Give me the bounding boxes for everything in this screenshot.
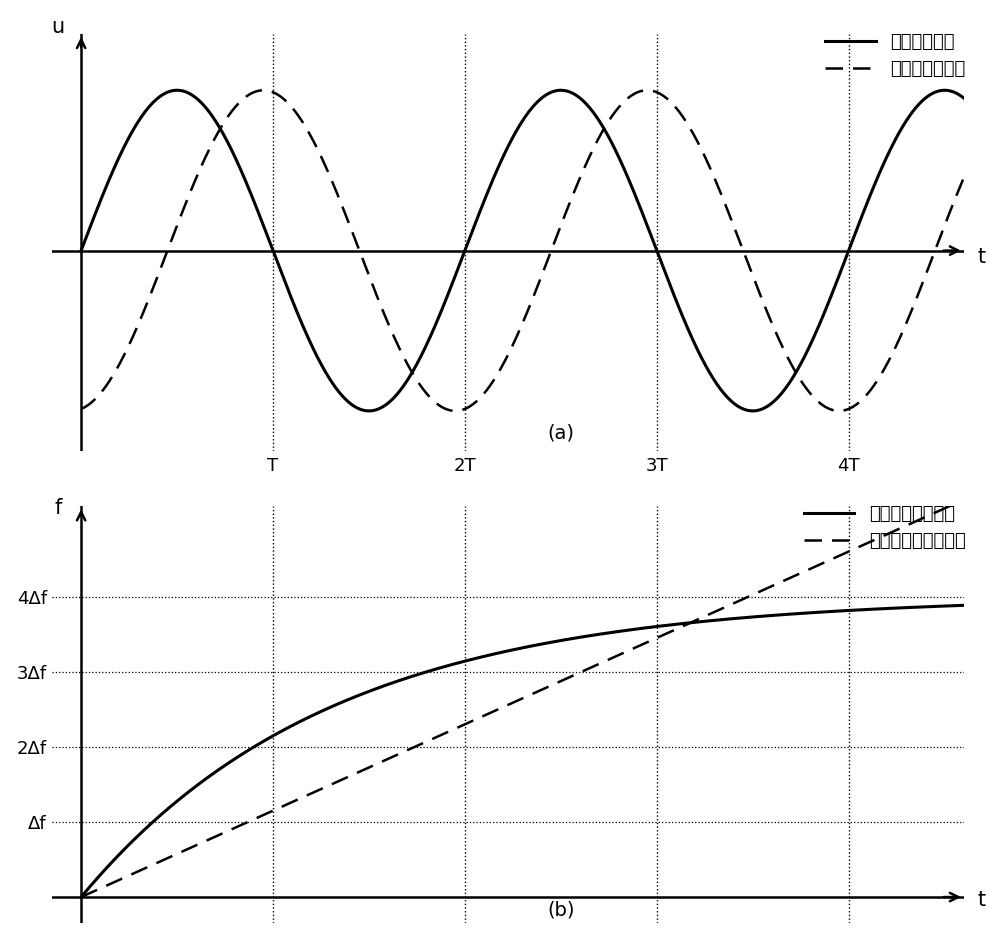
Legend: 实际扫描光源信号, 修正后扫描光源信号: 实际扫描光源信号, 修正后扫描光源信号 bbox=[797, 498, 973, 557]
Text: f: f bbox=[54, 498, 62, 518]
Text: t: t bbox=[977, 247, 985, 267]
Text: (b): (b) bbox=[547, 901, 575, 919]
Text: (a): (a) bbox=[547, 424, 574, 443]
Text: u: u bbox=[52, 17, 65, 38]
Legend: 实际拍频信号, 修正后拍频信号: 实际拍频信号, 修正后拍频信号 bbox=[818, 25, 973, 86]
Text: t: t bbox=[977, 890, 985, 910]
